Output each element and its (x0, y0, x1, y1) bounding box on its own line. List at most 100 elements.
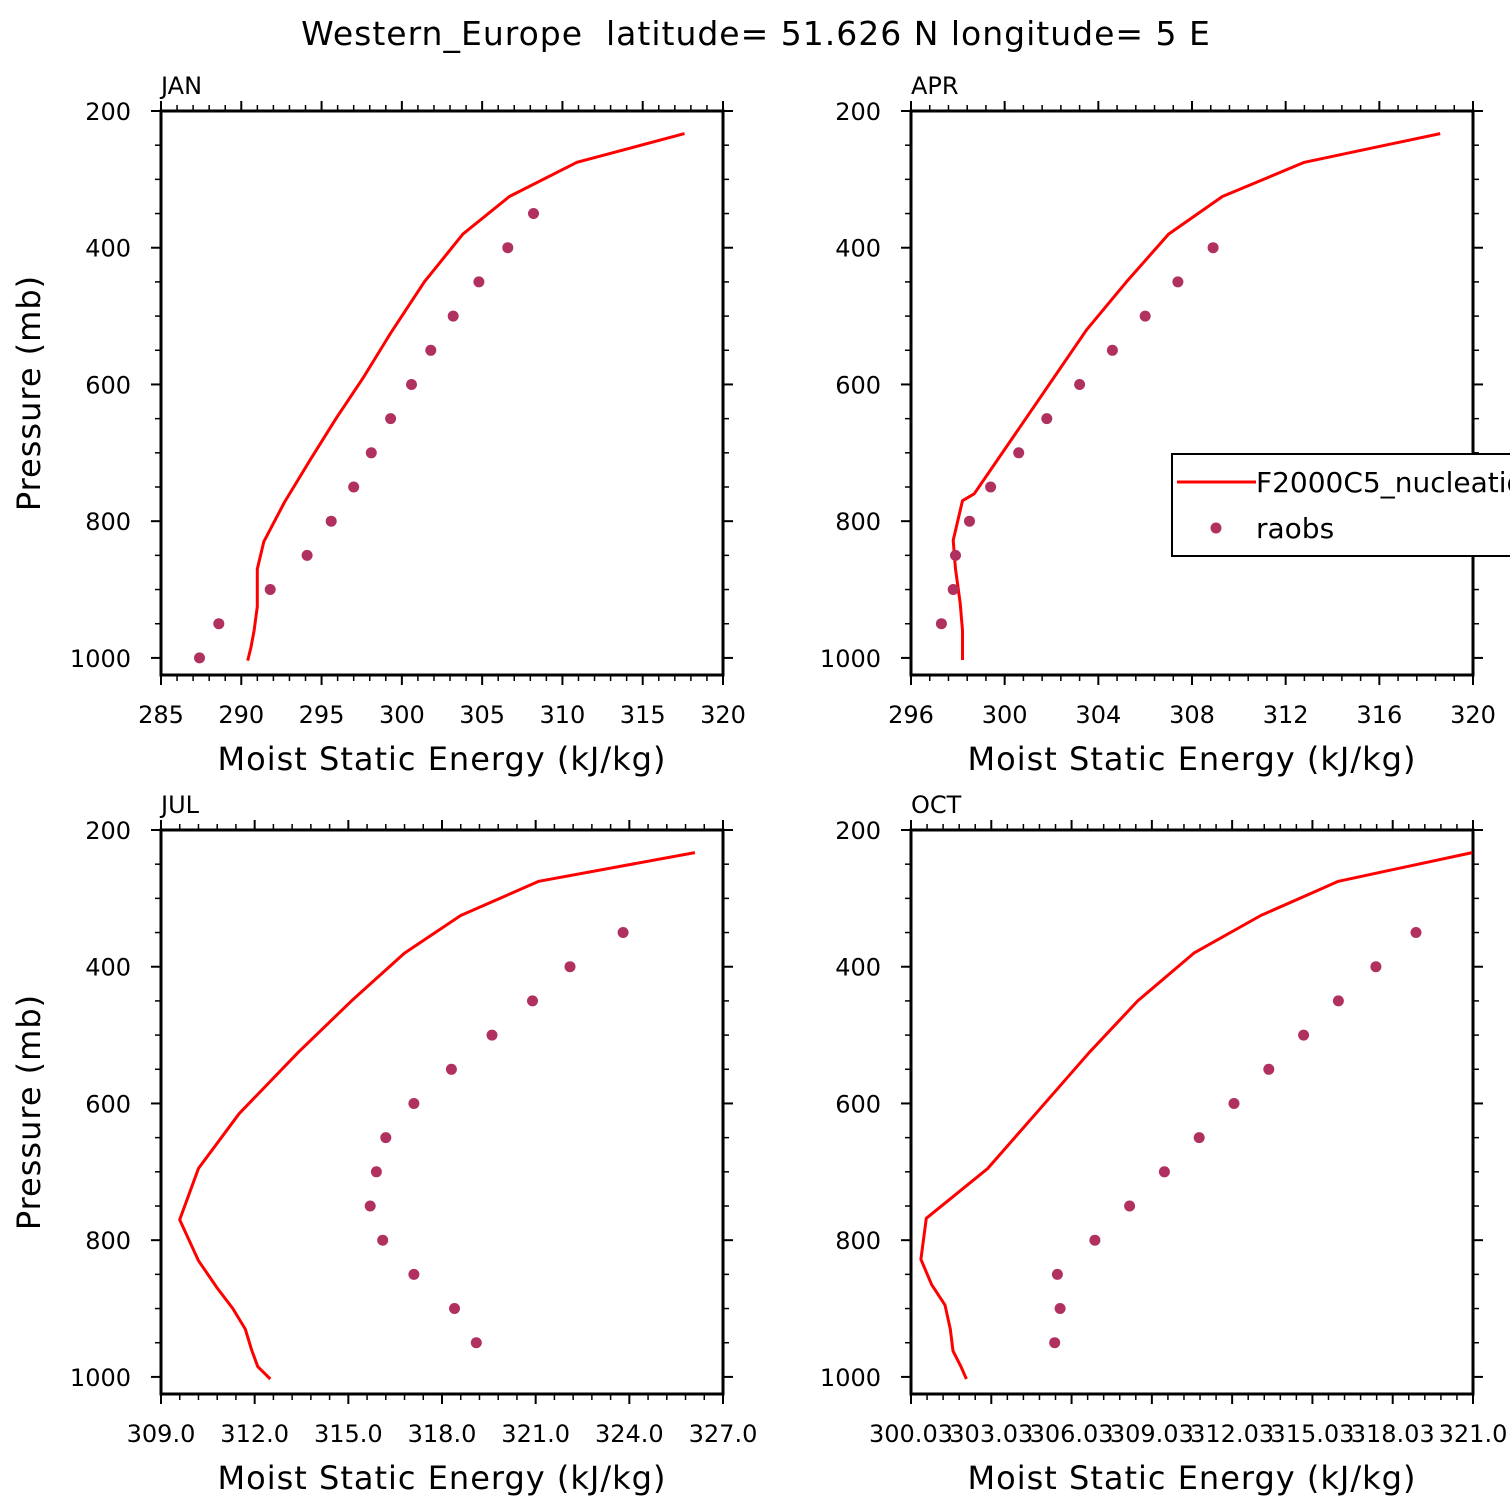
y-tick-label: 800 (85, 1227, 131, 1255)
raobs-point (1228, 1098, 1240, 1109)
raobs-point (449, 1303, 460, 1314)
panel-oct: OCT300.03303.03306.03309.03312.03315.033… (820, 791, 1507, 1497)
y-tick-label: 600 (85, 371, 131, 399)
raobs-point (564, 961, 576, 973)
y-tick-label: 200 (85, 817, 131, 845)
raobs-point (385, 413, 397, 425)
x-tick-label: 324.0 (595, 1420, 664, 1448)
x-tick-label: 318.0 (408, 1420, 477, 1448)
raobs-point (1051, 1268, 1063, 1280)
raobs-point (213, 618, 225, 630)
panel-label: APR (911, 72, 959, 100)
raobs-point (1298, 1029, 1310, 1041)
raobs-point (264, 584, 276, 595)
panel-jul: JUL 309.0 312.0 315.0 318.0 321.0 324.0 327.0 20… (10, 791, 757, 1497)
panels-group: JAN 285 290 295 300 305 310 315 320 200 400 600 800 1… (10, 72, 1507, 1497)
y-tick-label: 1000 (70, 645, 131, 673)
x-tick-label: 315 (620, 701, 666, 729)
raobs-point (377, 1234, 389, 1246)
legend-entry-model: F2000C5_nucleation (1256, 466, 1510, 499)
y-tick-label: 400 (85, 235, 131, 263)
raobs-point (486, 1029, 498, 1041)
raobs-point (301, 549, 313, 561)
y-tick-label: 600 (835, 371, 881, 399)
raobs-point (1089, 1234, 1101, 1246)
plot-frame (159, 109, 725, 677)
x-tick-label: 315.0 (314, 1420, 383, 1448)
raobs-point (1054, 1303, 1066, 1314)
raobs-point (445, 1063, 457, 1075)
model-line (951, 132, 1441, 660)
x-tick-label: 309.0 (127, 1420, 196, 1448)
x-tick-label: 320 (1450, 701, 1496, 729)
raobs-point (502, 242, 514, 254)
raobs-point (1139, 310, 1151, 322)
x-tick-label: 321.0 (1439, 1420, 1508, 1448)
y-tick-label: 200 (835, 98, 881, 126)
legend-box (1171, 453, 1510, 557)
y-axis-title: Pressure (mb) (10, 275, 48, 511)
plot-frame (909, 828, 1475, 1396)
raobs-point (1207, 242, 1219, 254)
x-tick-label: 321.0 (501, 1420, 570, 1448)
raobs-point (1158, 1166, 1170, 1178)
raobs-point (617, 927, 629, 938)
raobs-point (528, 208, 539, 219)
x-tick-label: 285 (138, 701, 184, 729)
raobs-point (985, 481, 997, 493)
panel-label: JAN (159, 72, 202, 100)
raobs-point (935, 618, 947, 630)
legend: F2000C5_nucleationraobs (1171, 453, 1510, 557)
panel-apr: APR 296 300 304 308 312 316 320 200 400 600 800 1000… (820, 72, 1496, 778)
raobs-point (950, 549, 961, 561)
raobs-point (348, 481, 360, 493)
plot-frame (909, 109, 1475, 677)
raobs-point (1041, 413, 1053, 425)
raobs-point (1410, 927, 1422, 938)
raobs-point (1263, 1063, 1275, 1075)
raobs-point (370, 1166, 382, 1178)
y-tick-label: 800 (85, 508, 131, 536)
raobs-point (1013, 447, 1025, 459)
x-tick-label: 305 (459, 701, 505, 729)
raobs-point (364, 1200, 376, 1212)
raobs-point (408, 1098, 420, 1109)
model-line (919, 851, 1473, 1380)
raobs-point (408, 1268, 420, 1280)
x-axis-title: Moist Static Energy (kJ/kg) (968, 1459, 1417, 1497)
raobs-point (1049, 1337, 1061, 1349)
x-tick-label: 304 (1075, 701, 1121, 729)
legend-entry-raobs: raobs (1256, 512, 1334, 545)
y-tick-label: 400 (85, 954, 131, 982)
y-tick-label: 600 (835, 1090, 881, 1118)
raobs-point (425, 344, 437, 356)
x-axis-title: Moist Static Energy (kJ/kg) (968, 740, 1417, 778)
raobs-point (1106, 344, 1118, 356)
legend-marker-swatch (1210, 522, 1222, 534)
x-tick-label: 312.03 (1190, 1420, 1274, 1448)
x-tick-label: 303.03 (949, 1420, 1033, 1448)
raobs-point (964, 515, 975, 527)
raobs-point (527, 995, 538, 1007)
panel-jan: JAN 285 290 295 300 305 310 315 320 200 400 600 800 1… (10, 72, 746, 778)
y-tick-label: 200 (835, 817, 881, 845)
y-tick-label: 800 (835, 508, 881, 536)
raobs-point (470, 1337, 482, 1349)
raobs-point (1193, 1132, 1205, 1144)
main-title: Western_Europe latitude= 51.626 N longit… (301, 14, 1211, 53)
raobs-point (1370, 961, 1382, 973)
x-tick-label: 295 (299, 701, 345, 729)
raobs-point (325, 515, 337, 527)
y-tick-label: 600 (85, 1090, 131, 1118)
y-tick-label: 1000 (820, 645, 881, 673)
x-tick-label: 327.0 (689, 1420, 758, 1448)
raobs-point (1172, 276, 1184, 288)
raobs-point (380, 1132, 392, 1144)
raobs-point (406, 379, 417, 390)
y-tick-label: 400 (835, 235, 881, 263)
panel-label: JUL (159, 791, 200, 819)
raobs-point (194, 652, 205, 664)
panel-label: OCT (911, 791, 962, 819)
plot-frame (159, 828, 725, 1396)
